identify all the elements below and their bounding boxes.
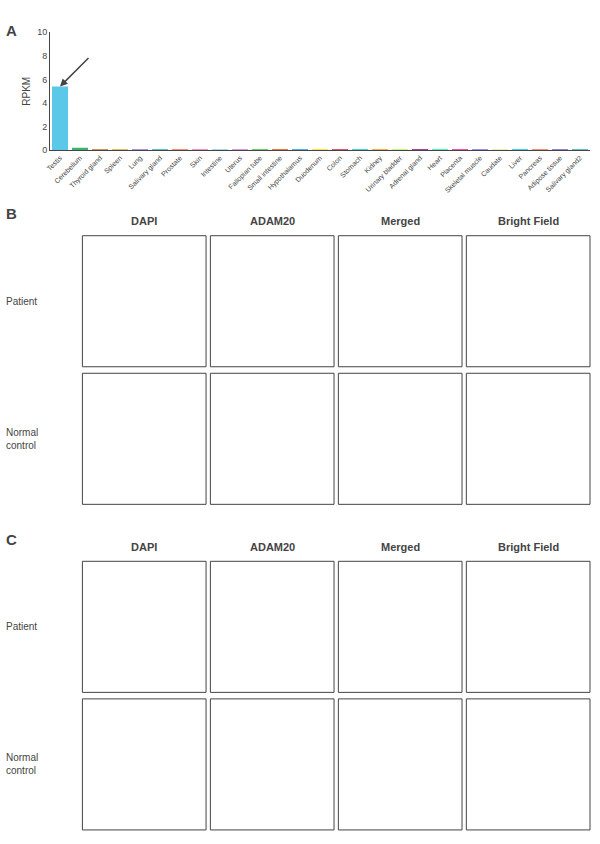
svg-text:Fallopian tube: Fallopian tube	[227, 154, 264, 191]
svg-text:Small intestine: Small intestine	[246, 154, 283, 191]
svg-text:Salivary gland2: Salivary gland2	[544, 154, 584, 194]
svg-text:Placenta: Placenta	[439, 154, 463, 178]
svg-text:Uterus: Uterus	[224, 154, 244, 174]
svg-text:Merged: Merged	[381, 541, 420, 553]
svg-text:Patient: Patient	[6, 296, 37, 307]
svg-text:Bright Field: Bright Field	[498, 215, 559, 227]
svg-text:C: C	[6, 531, 17, 548]
svg-text:2: 2	[42, 122, 47, 132]
svg-text:ADAM20: ADAM20	[250, 215, 295, 227]
svg-text:Salivary gland: Salivary gland	[127, 154, 164, 191]
svg-text:Lung: Lung	[127, 154, 144, 171]
svg-text:Urinary bladder: Urinary bladder	[364, 154, 404, 194]
svg-text:10: 10	[37, 27, 47, 37]
svg-text:DAPI: DAPI	[131, 541, 157, 553]
svg-text:Prostate: Prostate	[160, 154, 183, 177]
svg-text:Patient: Patient	[6, 621, 37, 632]
svg-text:Thyroid gland: Thyroid gland	[68, 154, 104, 190]
svg-text:RPKM: RPKM	[21, 77, 32, 106]
svg-text:Spleen: Spleen	[103, 154, 124, 175]
svg-text:4: 4	[42, 98, 47, 108]
svg-text:Testis: Testis	[46, 154, 64, 172]
svg-text:Heart: Heart	[426, 154, 443, 171]
svg-text:Normalcontrol: Normalcontrol	[6, 752, 38, 776]
svg-text:Adipose tissue: Adipose tissue	[526, 154, 564, 192]
svg-text:DAPI: DAPI	[131, 215, 157, 227]
svg-text:Adrenal gland: Adrenal gland	[388, 154, 424, 190]
svg-text:Normalcontrol: Normalcontrol	[6, 427, 38, 451]
svg-text:Pancreas: Pancreas	[517, 154, 543, 180]
svg-text:Colon: Colon	[325, 154, 343, 172]
svg-text:Duodenum: Duodenum	[294, 154, 323, 183]
svg-text:8: 8	[42, 51, 47, 61]
svg-text:Stomach: Stomach	[339, 154, 364, 179]
svg-text:6: 6	[42, 75, 47, 85]
svg-text:B: B	[6, 205, 17, 222]
svg-text:Cerebellum: Cerebellum	[53, 154, 83, 184]
svg-text:Bright Field: Bright Field	[498, 541, 559, 553]
svg-text:A: A	[6, 22, 17, 39]
svg-text:Intestine: Intestine	[200, 154, 224, 178]
svg-text:Skin: Skin	[189, 154, 204, 169]
svg-text:Skeletal muscle: Skeletal muscle	[444, 154, 484, 194]
svg-text:Merged: Merged	[381, 215, 420, 227]
svg-text:Kidney: Kidney	[363, 154, 384, 175]
svg-text:ADAM20: ADAM20	[250, 541, 295, 553]
svg-text:Caudate: Caudate	[480, 154, 504, 178]
svg-text:0: 0	[42, 145, 47, 155]
svg-text:Hypothalamus: Hypothalamus	[267, 154, 305, 192]
svg-text:Liver: Liver	[507, 154, 523, 170]
